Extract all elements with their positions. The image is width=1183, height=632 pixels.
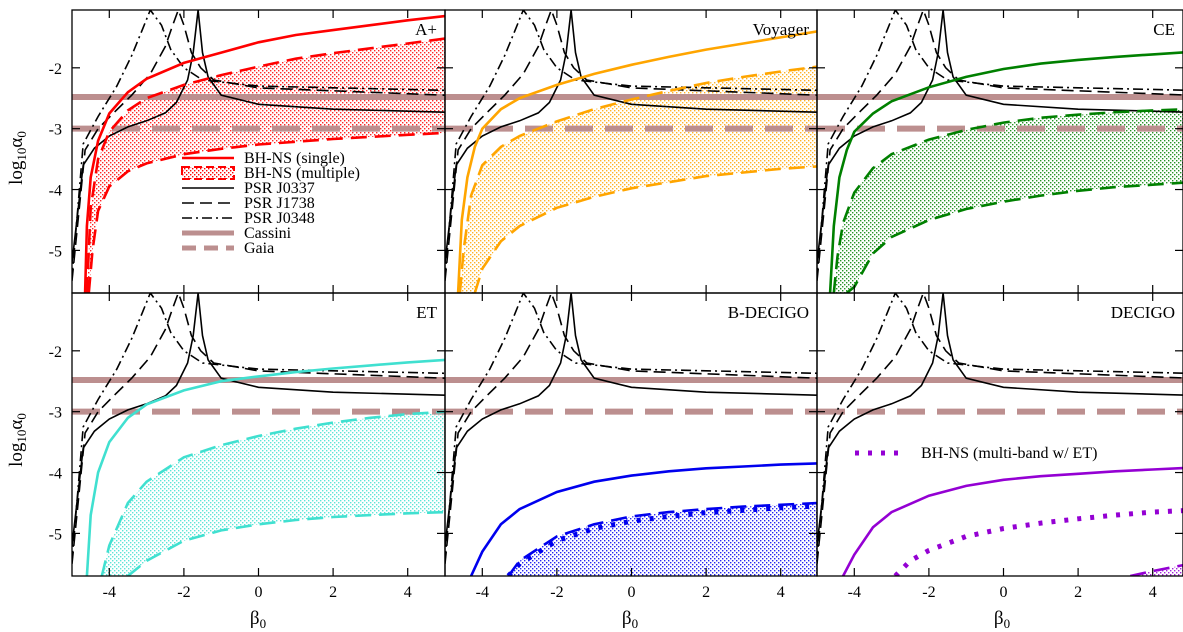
x-tick-label: -2	[922, 584, 935, 601]
y-axis-label-top: log10α0	[6, 131, 29, 185]
x-tick-label: -2	[177, 584, 190, 601]
psr-j1738-curve	[72, 10, 445, 281]
y-tick-label: -3	[49, 405, 62, 422]
single-curve	[85, 358, 445, 576]
x-axis-label-3: β0	[994, 608, 1010, 631]
y-tick-label: -4	[49, 183, 62, 200]
multiple-upper-curve	[85, 37, 445, 293]
x-tick-label: 0	[628, 584, 636, 601]
multiband-curve	[506, 503, 817, 576]
psr-j1738-curve	[817, 10, 1183, 281]
legend: BH-NS (single)BH-NS (multiple)PSR J0337P…	[181, 150, 360, 257]
legend-label: Cassini	[244, 225, 292, 242]
psr-j0337-curve	[445, 293, 817, 546]
multiple-lower-curve	[127, 510, 445, 576]
psr-j0337-curve	[817, 10, 1183, 263]
y-tick-label: -2	[49, 61, 62, 78]
x-tick-label: 0	[255, 584, 263, 601]
panel-title: Voyager	[753, 20, 810, 39]
panel-decigo: DECIGO BH-NS (multi-band w/ ET)	[817, 293, 1183, 576]
single-curve	[83, 14, 445, 293]
y-tick-label: -5	[49, 526, 62, 543]
multiple-lower-curve	[845, 181, 1183, 293]
multiple-band	[833, 109, 1183, 293]
legend-swatch	[181, 166, 235, 180]
x-tick-label: 2	[702, 584, 710, 601]
psr-j0337-curve	[817, 293, 1183, 546]
y-tick-label: -5	[49, 243, 62, 260]
psr-j1738-curve	[445, 10, 817, 281]
x-axis-label-1: β0	[250, 608, 266, 631]
y-tick-label: -2	[49, 344, 62, 361]
x-tick-label: 4	[404, 584, 412, 601]
x-tick-label: 0	[1000, 584, 1008, 601]
psr-j1738-curve	[72, 293, 445, 564]
psr-j0348-curve	[445, 293, 817, 561]
axis-labels: log10α0 log10α0 β0 β0 β0	[6, 131, 1010, 631]
multiple-upper-curve	[100, 410, 445, 576]
panel-frame	[816, 292, 1183, 577]
panel-title: ET	[416, 303, 437, 322]
panels: A+ Voyager CE ET B-DECIGO DECIGO BH-NS (multi-…	[72, 10, 1183, 576]
panel-ce: CE	[817, 10, 1183, 293]
x-axis-label-2: β0	[622, 608, 638, 631]
psr-j0337-curve	[72, 293, 445, 546]
multiple-upper-curve	[832, 108, 1183, 293]
x-tick-label: 2	[329, 584, 337, 601]
psr-j0348-curve	[817, 10, 1183, 278]
panel-title: B-DECIGO	[728, 303, 809, 322]
x-tick-label: -4	[848, 584, 861, 601]
legend-label: BH-NS (multiple)	[244, 165, 360, 182]
legend-label: PSR J0337	[244, 180, 315, 197]
legend-label: PSR J0348	[244, 210, 315, 227]
panel-a-: A+	[72, 10, 445, 293]
panel-title: CE	[1153, 20, 1175, 39]
psr-j1738-curve	[445, 293, 817, 564]
y-axis-label-bottom: log10α0	[6, 413, 29, 467]
multiband-legend-label: BH-NS (multi-band w/ ET)	[921, 445, 1097, 462]
x-tick-label: 4	[777, 584, 785, 601]
tick-labels: -2 -3 -4 -5 -4 -2 0 2 4 -2 -3 -4 -5 -4 -2 0 2 4 -4 -2 0 2 4	[49, 61, 1157, 601]
x-tick-label: -4	[103, 584, 116, 601]
multiple-lower-curve	[473, 165, 817, 293]
panel-et: ET	[72, 293, 445, 576]
panel-title: A+	[415, 20, 437, 39]
x-tick-label: -4	[476, 584, 489, 601]
single-curve	[456, 30, 817, 293]
y-tick-label: -3	[49, 122, 62, 139]
legend-label: PSR J1738	[244, 195, 315, 212]
multiple-lower-curve	[87, 131, 445, 293]
single-curve	[841, 466, 1183, 576]
legend-label: BH-NS (single)	[244, 150, 345, 167]
x-tick-label: 4	[1149, 584, 1157, 601]
x-tick-label: -2	[550, 584, 563, 601]
psr-j1738-curve	[817, 293, 1183, 564]
panel-title: DECIGO	[1111, 303, 1175, 322]
multiband-curve	[893, 508, 1183, 576]
single-curve	[828, 51, 1183, 293]
multiple-upper-curve	[458, 65, 817, 293]
x-tick-label: 2	[1074, 584, 1082, 601]
psr-j0337-curve	[72, 10, 445, 263]
multiple-upper-curve	[507, 501, 817, 576]
legend-label: Gaia	[244, 240, 274, 257]
psr-j0348-curve	[817, 293, 1183, 561]
multiple-upper-curve	[1130, 563, 1183, 576]
axes-frame	[71, 9, 1183, 577]
psr-j0348-curve	[72, 293, 445, 561]
panel-voyager: Voyager	[445, 10, 817, 293]
single-curve	[469, 462, 817, 576]
y-tick-label: -4	[49, 466, 62, 483]
multiple-band	[459, 66, 817, 293]
panel-b-decigo: B-DECIGO	[445, 293, 817, 576]
multiple-band	[508, 503, 817, 576]
multiple-band	[101, 411, 445, 576]
